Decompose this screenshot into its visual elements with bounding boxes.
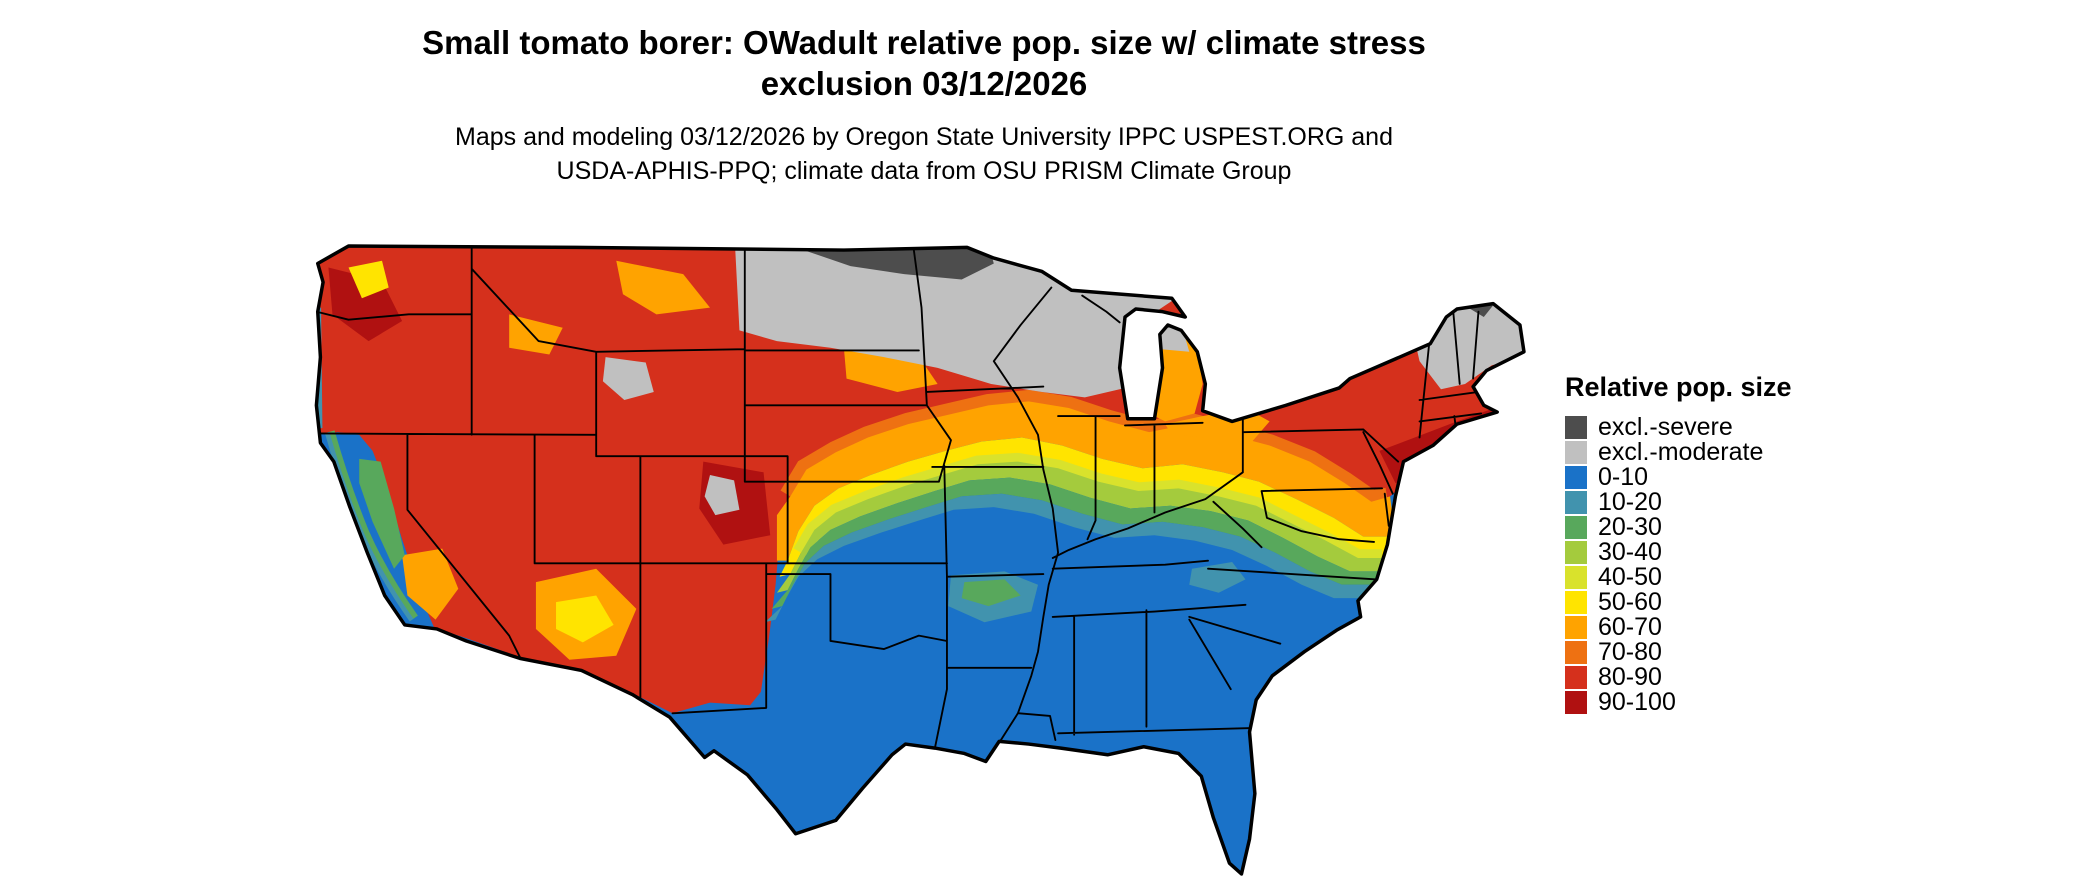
region-exclusion-moderate-colorado bbox=[704, 474, 740, 516]
legend-label-mod: excl.-moderate bbox=[1598, 438, 1764, 466]
legend-item-v20: 20-30 bbox=[1565, 515, 1865, 540]
region-arizona-valley bbox=[556, 595, 614, 643]
legend-swatch-v40 bbox=[1565, 566, 1587, 589]
map-regions bbox=[316, 246, 1524, 874]
legend-swatch-v60 bbox=[1565, 616, 1587, 639]
legend-item-v10: 10-20 bbox=[1565, 490, 1865, 515]
legend-label-v20: 20-30 bbox=[1598, 513, 1662, 541]
legend-label-v10: 10-20 bbox=[1598, 488, 1662, 516]
legend-label-v40: 40-50 bbox=[1598, 563, 1662, 591]
legend-swatch-mod bbox=[1565, 441, 1587, 464]
legend-swatch-v70 bbox=[1565, 641, 1587, 664]
legend-swatch-v0 bbox=[1565, 466, 1587, 489]
state-borders bbox=[316, 246, 1483, 750]
legend-swatch-v10 bbox=[1565, 491, 1587, 514]
region-exclusion-moderate-yellowstone bbox=[602, 357, 654, 401]
legend-title: Relative pop. size bbox=[1565, 372, 1792, 402]
map-title-line2: exclusion 03/12/2026 bbox=[760, 65, 1088, 102]
map-title-line1: Small tomato borer: OWadult relative pop… bbox=[422, 24, 1426, 61]
legend-item-v50: 50-60 bbox=[1565, 590, 1865, 615]
region-central-valley bbox=[359, 458, 405, 569]
legend-label-v70: 70-80 bbox=[1598, 638, 1662, 666]
region-montana-patch-1 bbox=[616, 260, 710, 315]
legend: Relative pop. size excl.-severe excl.-mod… bbox=[1565, 372, 1865, 715]
legend-item-v0: 0-10 bbox=[1565, 465, 1865, 490]
region-puget-lowland bbox=[348, 260, 389, 299]
legend-item-v70: 70-80 bbox=[1565, 640, 1865, 665]
legend-item-v60: 60-70 bbox=[1565, 615, 1865, 640]
region-30-40-band bbox=[776, 461, 1385, 593]
legend-swatch-sev bbox=[1565, 416, 1587, 439]
legend-label-v0: 0-10 bbox=[1598, 463, 1649, 491]
region-exclusion-severe-north bbox=[792, 246, 994, 280]
us-outline bbox=[314, 244, 1526, 876]
region-70-80-stripe bbox=[780, 389, 1390, 514]
legend-item-sev: excl.-severe bbox=[1565, 415, 1865, 440]
legend-label-v60: 60-70 bbox=[1598, 613, 1662, 641]
map-subtitle-line1: Maps and modeling 03/12/2026 by Oregon S… bbox=[455, 123, 1393, 151]
legend-swatch-v90 bbox=[1565, 691, 1587, 714]
region-60-70-band bbox=[776, 401, 1393, 561]
region-10-20-band bbox=[764, 493, 1372, 623]
map-subtitle-line2: USDA-APHIS-PPQ; climate data from OSU PR… bbox=[556, 157, 1292, 185]
legend-item-v40: 40-50 bbox=[1565, 565, 1865, 590]
legend-label-v30: 30-40 bbox=[1598, 538, 1662, 566]
legend-item-mod: excl.-moderate bbox=[1565, 440, 1865, 465]
us-choropleth-map bbox=[308, 234, 1527, 890]
legend-item-v30: 30-40 bbox=[1565, 540, 1865, 565]
legend-label-v50: 50-60 bbox=[1598, 588, 1662, 616]
legend-swatch-v50 bbox=[1565, 591, 1587, 614]
map-title: Small tomato borer: OWadult relative pop… bbox=[0, 22, 1848, 104]
legend-item-v80: 80-90 bbox=[1565, 665, 1865, 690]
legend-item-v90: 90-100 bbox=[1565, 690, 1865, 715]
legend-swatch-v20 bbox=[1565, 516, 1587, 539]
legend-swatch-v30 bbox=[1565, 541, 1587, 564]
legend-swatch-v80 bbox=[1565, 666, 1587, 689]
region-ozark-green bbox=[961, 579, 1021, 607]
map-subtitle: Maps and modeling 03/12/2026 by Oregon S… bbox=[0, 120, 1848, 188]
legend-label-v80: 80-90 bbox=[1598, 663, 1662, 691]
legend-items: excl.-severe excl.-moderate 0-10 10-20 20-30… bbox=[1565, 415, 1865, 715]
region-socal-mountains bbox=[402, 548, 459, 620]
legend-label-v90: 90-100 bbox=[1598, 688, 1676, 716]
us-map-svg bbox=[314, 244, 1526, 876]
legend-label-sev: excl.-severe bbox=[1598, 413, 1733, 441]
